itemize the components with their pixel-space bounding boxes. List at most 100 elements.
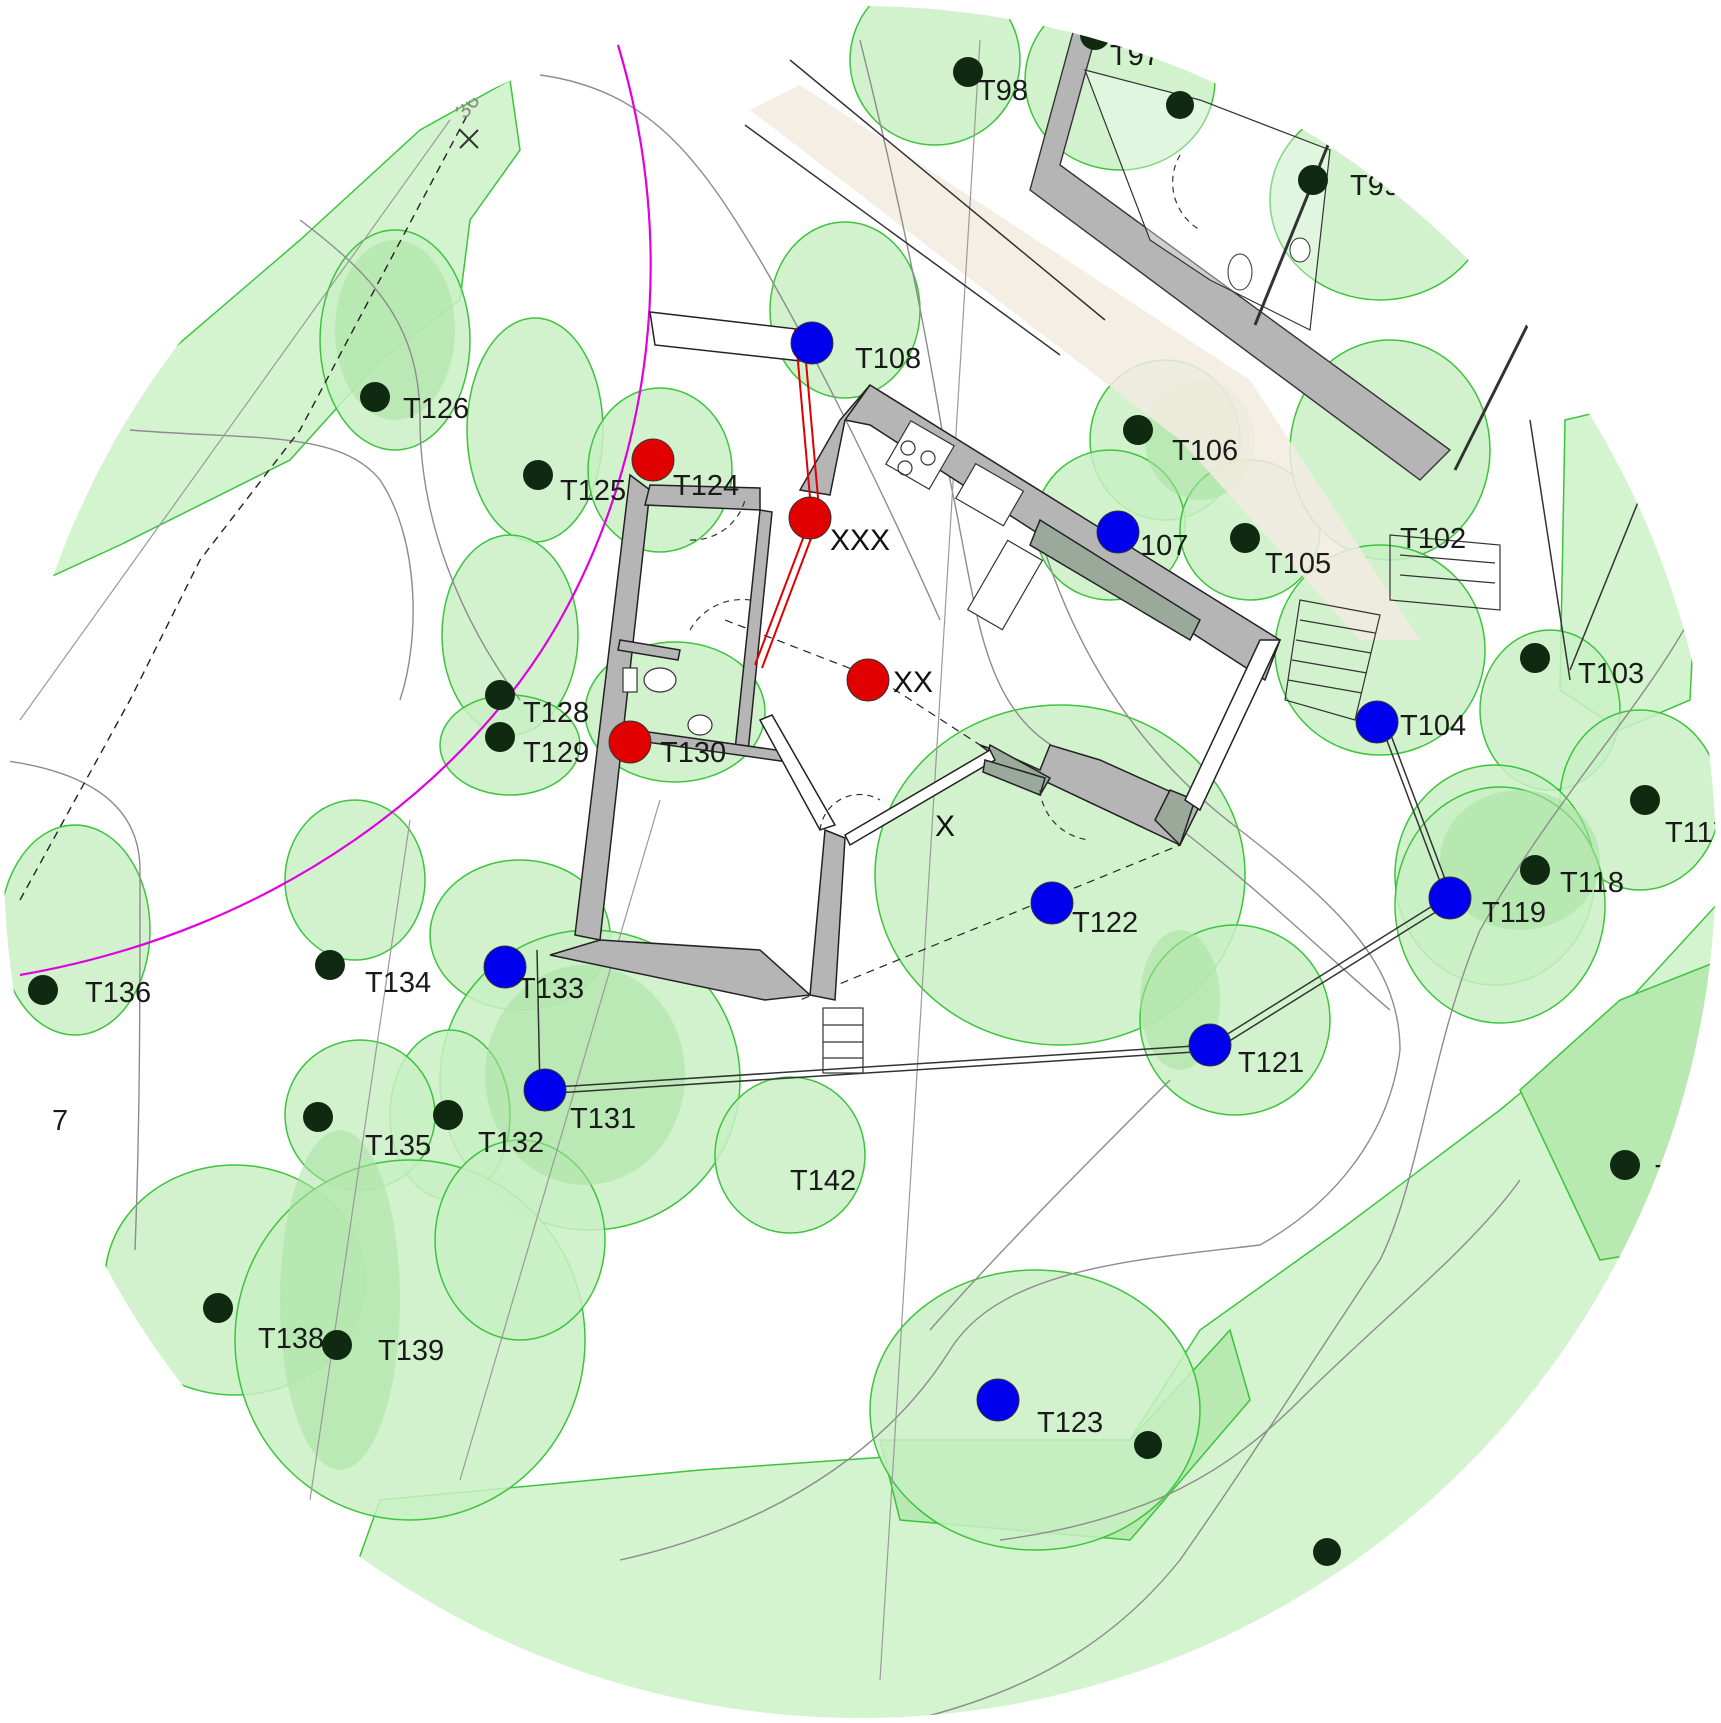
tree-marker-blue[interactable]	[790, 321, 834, 365]
tree-marker-blue[interactable]	[1355, 700, 1399, 744]
hob-ring-3	[897, 460, 913, 476]
tree-label: T122	[1072, 907, 1138, 939]
kitchen	[885, 420, 1044, 631]
tree-label: T121	[1238, 1047, 1304, 1079]
overlap-a	[335, 240, 455, 420]
swing-3	[1039, 789, 1091, 841]
wall-east-window	[1184, 639, 1282, 812]
contour-10	[929, 1079, 1171, 1331]
tree-trunk	[953, 57, 983, 87]
tree-marker-blue[interactable]	[1428, 876, 1472, 920]
tree-marker-blue[interactable]	[483, 945, 527, 989]
tree-label: T130	[660, 737, 726, 769]
survey-lines	[19, 39, 981, 1681]
tree-label: T132	[478, 1127, 544, 1159]
deck-step-2	[1399, 574, 1496, 584]
canopy-T98	[849, 6, 1021, 146]
wall-ne-shade	[1029, 518, 1201, 642]
survey-line-2	[309, 819, 411, 1501]
swing-5	[819, 793, 881, 831]
tree-marker-red[interactable]	[631, 438, 675, 482]
tree-marker-blue[interactable]	[976, 1378, 1020, 1422]
tree-trunk	[523, 460, 553, 490]
canopy-T142	[714, 1076, 866, 1234]
swing-2	[689, 499, 746, 541]
contour-4	[859, 39, 1391, 1011]
wc-icon	[643, 667, 677, 693]
tree-label: 7	[52, 1105, 68, 1137]
tree-label: T99	[1350, 170, 1400, 202]
tree-marker-blue[interactable]	[1096, 510, 1140, 554]
boardwalk-1a	[744, 124, 1061, 356]
red-line-3	[754, 519, 811, 666]
walkway-4	[536, 949, 541, 1091]
woodland-nw	[4, 78, 521, 643]
tree-trunk	[28, 975, 58, 1005]
step-3	[1291, 659, 1368, 674]
contour-5	[619, 499, 1401, 1561]
wall-bath-1	[617, 639, 681, 661]
tree-label: XXX	[830, 524, 890, 557]
tree-trunk	[303, 1102, 333, 1132]
tree-trunk	[485, 722, 515, 752]
tree-trunk	[1123, 415, 1153, 445]
wall-n-corner	[798, 384, 871, 496]
dashed-boundary	[19, 109, 471, 901]
tree-label: T105	[1265, 548, 1331, 580]
tree-label: T106	[1172, 435, 1238, 467]
tree-label: T97	[1110, 40, 1160, 72]
tree-marker-red[interactable]	[846, 658, 890, 702]
tree-trunk	[360, 382, 390, 412]
sink-icon	[1289, 237, 1311, 263]
steps-east-outline	[1284, 599, 1381, 721]
contour-7	[129, 429, 414, 701]
tree-label: T125	[560, 475, 626, 507]
tree-label: T103	[1578, 658, 1644, 690]
swing-1	[689, 598, 751, 631]
tree-trunk	[1610, 1150, 1640, 1180]
wc-cistern	[622, 667, 638, 693]
tree-label: T	[1655, 1160, 1673, 1192]
tree-trunk	[1166, 91, 1194, 119]
deck-steps	[1389, 534, 1501, 611]
basin-icon	[687, 714, 713, 736]
wall-south-east	[809, 828, 846, 1001]
tree-label: T123	[1037, 1407, 1103, 1439]
door-swings	[689, 154, 1201, 841]
counter	[966, 539, 1044, 631]
wall-south	[549, 939, 812, 1001]
access-path	[750, 85, 1420, 640]
steps-south-outline	[822, 1007, 864, 1074]
tree-trunk	[322, 1330, 352, 1360]
proposed-building	[549, 311, 1282, 1001]
tree-marker-blue[interactable]	[1188, 1023, 1232, 1067]
walkway-2a	[1209, 894, 1451, 1046]
walkway-2b	[1214, 899, 1456, 1051]
walkway-3b	[1385, 721, 1452, 896]
tree-label: T133	[518, 973, 584, 1005]
survey-line-1	[19, 119, 451, 721]
tree-label: T138	[258, 1323, 324, 1355]
tree-marker-blue[interactable]	[1030, 881, 1074, 925]
tree-label: T126	[403, 393, 469, 425]
canopy-overlaps	[280, 240, 1600, 1470]
tree-label: T102	[1400, 523, 1466, 555]
tree-marker-red[interactable]	[608, 720, 652, 764]
steps-south	[822, 1007, 864, 1074]
tree-label: T124	[673, 470, 739, 502]
hob-ring-1	[900, 440, 916, 456]
tree-marker-red[interactable]	[788, 496, 832, 540]
tree-marker-blue[interactable]	[523, 1068, 567, 1112]
tree-label: X	[935, 810, 955, 843]
tree-label: T108	[855, 343, 921, 375]
tree-trunk	[1630, 785, 1660, 815]
canopy-T134	[284, 799, 426, 961]
door-line	[758, 714, 837, 831]
hob	[885, 420, 955, 490]
tree-markers	[483, 321, 1472, 1422]
tree-label: T136	[85, 977, 151, 1009]
building-ne-edge	[1453, 319, 1532, 471]
